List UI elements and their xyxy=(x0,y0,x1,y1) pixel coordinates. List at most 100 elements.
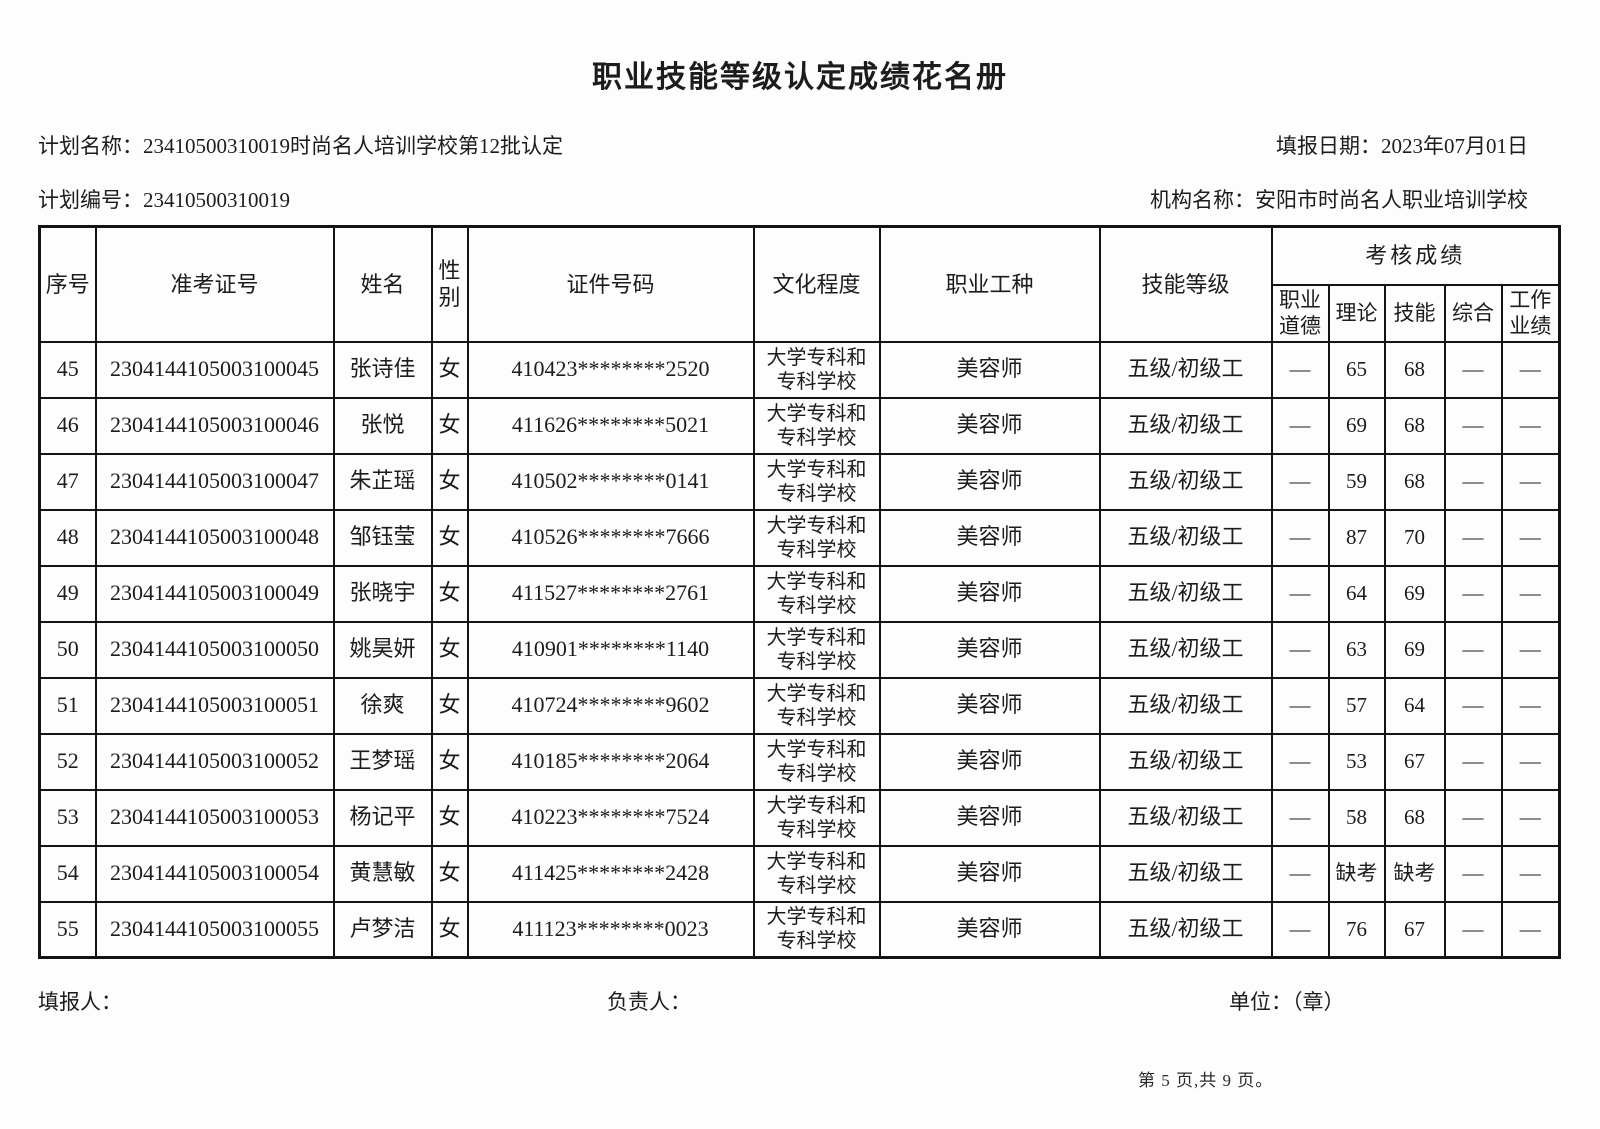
table-body: 45 2304144105003100045 张诗佳女 410423********2… xyxy=(38,340,1561,959)
cell-gender: 女 xyxy=(430,788,469,847)
cell-education: 大学专科和专科学校 xyxy=(752,564,881,623)
col-header-id-no: 证件号码 xyxy=(466,225,755,343)
cell-score-comprehensive: — xyxy=(1443,340,1503,399)
cell-seq: 55 xyxy=(38,900,97,959)
manager-label: 负责人： xyxy=(607,990,691,1014)
cell-score-comprehensive: — xyxy=(1443,452,1503,511)
cell-score-comprehensive: — xyxy=(1443,676,1503,735)
cell-score-ethics: — xyxy=(1270,564,1330,623)
cell-score-work: — xyxy=(1500,396,1561,455)
header-row-top: 序号 准考证号 姓名 性别 证件号码 文化程度 职业工种 技能等级 考核成绩 xyxy=(38,225,1561,343)
cell-education: 大学专科和专科学校 xyxy=(752,676,881,735)
col-header-score-ethics: 职业道德 xyxy=(1270,283,1330,343)
cell-score-work: — xyxy=(1500,620,1561,679)
col-header-score-comprehensive: 综合 xyxy=(1443,283,1503,343)
cell-score-skill: 67 xyxy=(1383,732,1446,791)
cell-score-theory: 64 xyxy=(1327,564,1386,623)
cell-ticket-no: 2304144105003100051 xyxy=(94,676,335,735)
cell-education: 大学专科和专科学校 xyxy=(752,732,881,791)
cell-score-ethics: — xyxy=(1270,620,1330,679)
header-row-sub: 职业道德 理论 技能 综合 工作业绩 xyxy=(40,283,1561,343)
cell-score-skill: 70 xyxy=(1383,508,1446,567)
cell-ticket-no: 2304144105003100050 xyxy=(94,620,335,679)
cell-seq: 45 xyxy=(38,340,97,399)
cell-score-ethics: — xyxy=(1270,844,1330,903)
col-header-seq: 序号 xyxy=(38,225,97,343)
unit-seal-label: 单位：（章） xyxy=(1229,990,1345,1014)
cell-seq: 53 xyxy=(38,788,97,847)
cell-id-no: 410502********0141 xyxy=(466,452,755,511)
cell-score-work: — xyxy=(1500,676,1561,735)
cell-gender: 女 xyxy=(430,508,469,567)
cell-name: 张晓宇 xyxy=(332,564,433,623)
cell-education: 大学专科和专科学校 xyxy=(752,452,881,511)
table-row: 49 2304144105003100049 张晓宇女 411527********2… xyxy=(38,564,1561,623)
cell-score-ethics: — xyxy=(1270,340,1330,399)
page-title: 职业技能等级认定成绩花名册 xyxy=(592,61,1008,94)
cell-name: 张诗佳 xyxy=(332,340,433,399)
col-header-score-theory: 理论 xyxy=(1327,283,1386,343)
cell-occupation: 美容师 xyxy=(878,900,1101,959)
cell-name: 徐爽 xyxy=(332,676,433,735)
cell-score-work: — xyxy=(1500,340,1561,399)
cell-occupation: 美容师 xyxy=(878,676,1101,735)
cell-gender: 女 xyxy=(430,564,469,623)
cell-skill-level: 五级/初级工 xyxy=(1098,340,1273,399)
cell-name: 王梦瑶 xyxy=(332,732,433,791)
cell-seq: 47 xyxy=(38,452,97,511)
cell-name: 姚昊妍 xyxy=(332,620,433,679)
cell-score-ethics: — xyxy=(1270,452,1330,511)
cell-id-no: 411527********2761 xyxy=(466,564,755,623)
table-row: 45 2304144105003100045 张诗佳女 410423********2… xyxy=(38,340,1561,399)
cell-score-comprehensive: — xyxy=(1443,732,1503,791)
cell-skill-level: 五级/初级工 xyxy=(1098,452,1273,511)
report-date-text: 填报日期：2023年07月01日 xyxy=(1276,134,1528,158)
cell-ticket-no: 2304144105003100055 xyxy=(94,900,335,959)
cell-score-comprehensive: — xyxy=(1443,900,1503,959)
col-header-score-group: 考核成绩 xyxy=(1270,225,1561,286)
cell-education: 大学专科和专科学校 xyxy=(752,788,881,847)
cell-id-no: 410423********2520 xyxy=(466,340,755,399)
cell-score-theory: 59 xyxy=(1327,452,1386,511)
col-header-education: 文化程度 xyxy=(752,225,881,343)
cell-score-skill: 69 xyxy=(1383,564,1446,623)
meta-row-2: 计划编号：23410500310019 机构名称：安阳市时尚名人职业培训学校 xyxy=(38,184,1528,214)
cell-gender: 女 xyxy=(430,452,469,511)
cell-ticket-no: 2304144105003100049 xyxy=(94,564,335,623)
col-header-score-skill: 技能 xyxy=(1383,283,1446,343)
cell-occupation: 美容师 xyxy=(878,564,1101,623)
cell-score-theory: 65 xyxy=(1327,340,1386,399)
cell-score-comprehensive: — xyxy=(1443,844,1503,903)
cell-score-skill: 64 xyxy=(1383,676,1446,735)
cell-gender: 女 xyxy=(430,340,469,399)
cell-gender: 女 xyxy=(430,844,469,903)
cell-score-theory: 87 xyxy=(1327,508,1386,567)
table-row: 50 2304144105003100050 姚昊妍女 410901********1… xyxy=(38,620,1561,679)
cell-name: 邹钰莹 xyxy=(332,508,433,567)
cell-id-no: 410724********9602 xyxy=(466,676,755,735)
cell-education: 大学专科和专科学校 xyxy=(752,620,881,679)
cell-id-no: 410185********2064 xyxy=(466,732,755,791)
table-row: 53 2304144105003100053 杨记平女 410223********7… xyxy=(38,788,1561,847)
cell-skill-level: 五级/初级工 xyxy=(1098,900,1273,959)
cell-seq: 54 xyxy=(38,844,97,903)
cell-seq: 52 xyxy=(38,732,97,791)
cell-ticket-no: 2304144105003100048 xyxy=(94,508,335,567)
cell-occupation: 美容师 xyxy=(878,508,1101,567)
cell-score-work: — xyxy=(1500,452,1561,511)
cell-occupation: 美容师 xyxy=(878,396,1101,455)
cell-score-skill: 69 xyxy=(1383,620,1446,679)
cell-seq: 46 xyxy=(38,396,97,455)
cell-education: 大学专科和专科学校 xyxy=(752,508,881,567)
cell-score-skill: 67 xyxy=(1383,900,1446,959)
cell-gender: 女 xyxy=(430,900,469,959)
cell-id-no: 411123********0023 xyxy=(466,900,755,959)
cell-gender: 女 xyxy=(430,732,469,791)
cell-id-no: 410526********7666 xyxy=(466,508,755,567)
cell-score-skill: 68 xyxy=(1383,340,1446,399)
cell-score-ethics: — xyxy=(1270,732,1330,791)
cell-id-no: 411425********2428 xyxy=(466,844,755,903)
cell-gender: 女 xyxy=(430,396,469,455)
table-row: 55 2304144105003100055 卢梦洁女 411123********0… xyxy=(38,900,1561,959)
cell-name: 杨记平 xyxy=(332,788,433,847)
